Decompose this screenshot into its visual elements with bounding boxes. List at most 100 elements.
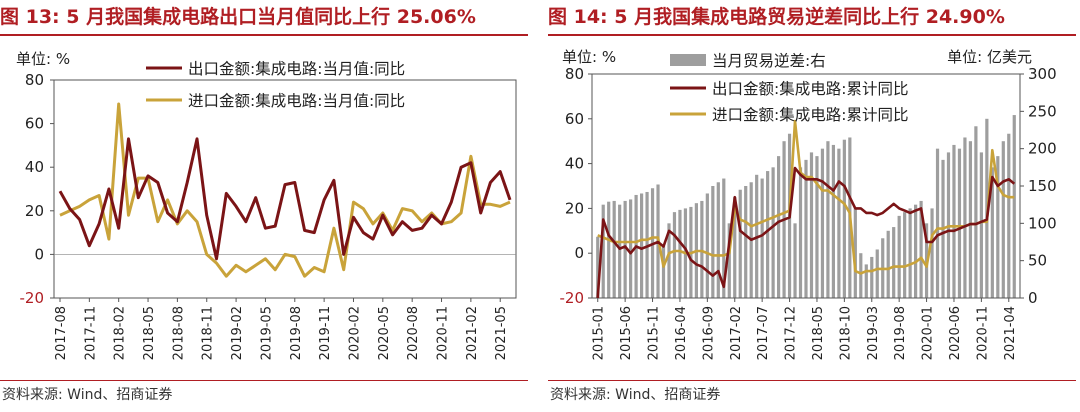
trade-deficit-bar xyxy=(1001,141,1005,298)
x-tick-label-left: 2018-02 xyxy=(113,306,128,360)
trade-deficit-bar xyxy=(776,156,781,298)
source-note-left: 资料来源: Wind、招商证券 xyxy=(2,387,173,403)
trade-deficit-bar xyxy=(996,156,1000,298)
x-tick-label-right: 2020-01 xyxy=(921,306,936,360)
trade-deficit-bar xyxy=(798,167,803,298)
x-tick-label-left: 2020-11 xyxy=(436,306,451,360)
x-tick-label-left: 2019-05 xyxy=(259,306,274,360)
trade-deficit-bar xyxy=(661,245,666,298)
y-tick-label-left: 40 xyxy=(25,158,44,176)
trade-deficit-bar xyxy=(700,200,704,298)
legend-label-cum-imports: 进口金额:集成电路:累计同比 xyxy=(712,106,908,124)
y-tick-label-left-axis: 40 xyxy=(565,155,584,173)
trade-deficit-bar xyxy=(733,197,737,298)
trade-deficit-bar xyxy=(952,144,956,298)
x-tick-label-right: 2020-06 xyxy=(948,306,963,360)
trade-deficit-bar xyxy=(678,209,682,298)
chart-panel-left: 图 13: 5 月我国集成电路出口当月值同比上行 25.06% 单位: % -2… xyxy=(0,0,532,412)
trade-deficit-bar xyxy=(809,152,814,298)
trade-deficit-bar xyxy=(601,204,605,298)
x-tick-label-right: 2018-05 xyxy=(811,306,826,360)
trade-deficit-bar xyxy=(853,208,857,298)
x-tick-label-left: 2018-11 xyxy=(201,306,216,360)
chart-title-right: 图 14: 5 月我国集成电路贸易逆差同比上行 24.90% xyxy=(548,6,1005,28)
trade-deficit-bar xyxy=(596,236,600,298)
trade-deficit-bar xyxy=(607,201,611,298)
y-tick-label-right-axis: 150 xyxy=(1028,177,1057,195)
trade-deficit-bar xyxy=(1007,133,1011,298)
trade-deficit-bar xyxy=(804,159,808,298)
trade-deficit-bar xyxy=(722,178,726,298)
trade-deficit-bar xyxy=(837,148,841,298)
trade-deficit-bar xyxy=(771,167,775,298)
y-tick-label-left-axis: 20 xyxy=(565,199,584,217)
trade-deficit-bar xyxy=(793,223,797,298)
trade-deficit-bar xyxy=(963,137,967,298)
legend-label-cum-exports: 出口金额:集成电路:累计同比 xyxy=(712,80,908,98)
trade-deficit-bar xyxy=(711,186,715,298)
legend-label-exports: 出口金额:集成电路:当月值:同比 xyxy=(188,60,405,78)
x-tick-label-left: 2018-05 xyxy=(142,306,157,360)
y-tick-label-right-axis: 300 xyxy=(1028,65,1057,83)
unit-label-left-axis: 单位: % xyxy=(562,48,616,66)
y-tick-label-left: 20 xyxy=(25,202,44,220)
series-line-exports xyxy=(58,137,512,261)
trade-deficit-bar xyxy=(744,186,748,298)
y-tick-label-left: 0 xyxy=(34,245,44,263)
trade-deficit-bar xyxy=(727,223,731,298)
unit-label-right-axis: 单位: 亿美元 xyxy=(947,48,1032,66)
legend-label-deficit: 当月贸易逆差:右 xyxy=(712,52,826,70)
x-tick-label-left: 2018-08 xyxy=(171,306,186,360)
plot-frame-left xyxy=(53,79,517,299)
y-tick-label-left: -20 xyxy=(20,289,45,307)
x-tick-label-right: 2018-10 xyxy=(838,306,853,360)
trade-deficit-bar xyxy=(914,204,918,298)
trade-deficit-bar xyxy=(990,167,994,298)
x-tick-label-left: 2021-02 xyxy=(465,306,480,360)
x-tick-label-left: 2019-02 xyxy=(230,306,245,360)
x-tick-label-right: 2015-06 xyxy=(619,306,634,360)
x-tick-label-left: 2021-05 xyxy=(494,306,509,360)
title-rule-right xyxy=(548,34,1076,36)
y-tick-label-left-axis: 80 xyxy=(565,65,584,83)
series-line-cum-exports xyxy=(596,166,1016,299)
trade-deficit-bar xyxy=(618,204,622,298)
trade-deficit-bar xyxy=(903,212,907,298)
trade-deficit-bar xyxy=(820,148,825,298)
x-tick-label-right: 2016-04 xyxy=(674,306,689,360)
trade-deficit-bar xyxy=(716,182,720,298)
x-tick-label-left: 2017-08 xyxy=(54,306,69,360)
y-tick-label-left: 80 xyxy=(25,71,44,89)
trade-deficit-bar xyxy=(979,152,983,298)
y-tick-label-right-axis: 0 xyxy=(1028,289,1038,307)
x-tick-label-right: 2021-04 xyxy=(1003,306,1018,360)
trade-deficit-bar xyxy=(667,223,671,298)
trade-deficit-bar xyxy=(908,208,912,298)
trade-deficit-bar xyxy=(957,148,962,298)
y-tick-label-right-axis: 250 xyxy=(1028,102,1057,120)
trade-deficit-bar xyxy=(897,215,901,298)
trade-deficit-bar xyxy=(705,193,709,298)
source-note-right: 资料来源: Wind、招商证券 xyxy=(550,387,721,403)
trade-deficit-bar xyxy=(886,230,890,298)
trade-deficit-bar xyxy=(968,141,973,298)
y-tick-label-right-axis: 50 xyxy=(1028,252,1047,270)
trade-deficit-bar xyxy=(1012,115,1016,298)
trade-deficit-bar xyxy=(612,200,616,298)
unit-label-left: 单位: % xyxy=(16,50,70,68)
x-tick-label-right: 2016-09 xyxy=(701,306,716,360)
trade-deficit-bar xyxy=(870,256,874,298)
trade-deficit-bar xyxy=(826,141,830,298)
trade-deficit-bar xyxy=(760,178,764,298)
left-chart-svg: 单位: % -20 0 20 40 60 80 2017-08 2017-11 2018-02 2… xyxy=(16,50,517,360)
trade-deficit-bar xyxy=(892,227,896,298)
legend-swatch-deficit xyxy=(670,54,706,66)
trade-deficit-bar xyxy=(738,189,742,298)
x-tick-label-right: 2019-03 xyxy=(866,306,881,360)
x-tick-label-right: 2020-11 xyxy=(975,306,990,360)
series-line-cum-imports xyxy=(597,119,1015,275)
y-tick-label-left-axis: -20 xyxy=(560,289,585,307)
legend-label-imports: 进口金额:集成电路:当月值:同比 xyxy=(188,92,405,110)
x-tick-label-right: 2019-08 xyxy=(893,306,908,360)
y-tick-label-right-axis: 100 xyxy=(1028,214,1057,232)
